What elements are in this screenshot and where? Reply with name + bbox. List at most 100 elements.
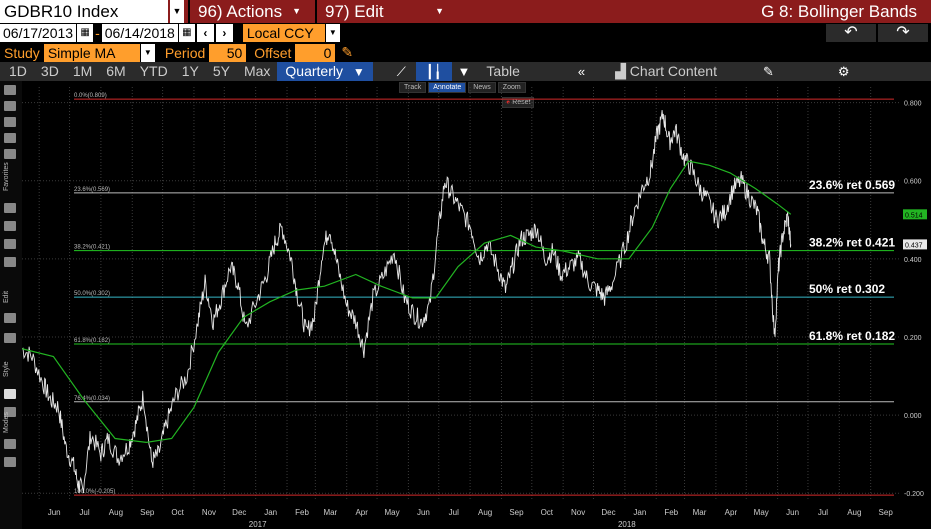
edit-tab[interactable]: Edit — [3, 290, 10, 303]
x-tick-label: Aug — [847, 508, 861, 517]
end-date-input[interactable]: 06/14/2018 — [101, 24, 178, 42]
start-date-input[interactable]: 06/17/2013 — [0, 24, 77, 42]
horizontal-line-icon[interactable] — [4, 221, 16, 231]
delete-icon[interactable] — [4, 333, 16, 343]
y-tick-label: 0.400 — [904, 257, 922, 264]
year-label: 2018 — [618, 520, 636, 529]
period-1d[interactable]: 1D — [9, 63, 27, 79]
annotate-button[interactable]: Annotate — [428, 82, 467, 93]
candle-icon[interactable]: ┃╽ — [415, 62, 452, 81]
x-tick-label: Oct — [541, 508, 554, 517]
fib-level-label: 23.6% ret 0.569 — [809, 178, 895, 192]
mode-icon[interactable] — [4, 439, 16, 449]
study-dropdown-icon[interactable]: ▼ — [140, 43, 155, 62]
x-tick-label: Jun — [786, 508, 799, 517]
chart-toolbar: 1D 3D 1M 6M YTD 1Y 5Y Max Quarterly ▼ ⟋ … — [0, 62, 931, 81]
title-bar: GDBR10 Index ▼ 96) Actions ▼ 97) Edit ▼ … — [0, 0, 931, 23]
study-select[interactable]: Simple MA — [43, 43, 140, 62]
edit-label: 97) Edit — [325, 2, 384, 21]
calendar-icon[interactable]: ▦ — [178, 24, 195, 42]
pencil-icon[interactable]: ✎ — [341, 44, 354, 60]
news-button[interactable]: News — [468, 82, 496, 93]
x-tick-label: Jan — [264, 508, 277, 517]
x-tick-label: Aug — [478, 508, 492, 517]
year-label: 2017 — [249, 520, 267, 529]
frequency-label: Quarterly — [285, 63, 343, 79]
channel-icon[interactable] — [4, 257, 16, 267]
period-5y[interactable]: 5Y — [212, 63, 230, 79]
x-tick-label: Feb — [664, 508, 678, 517]
x-tick-label: Sep — [879, 508, 894, 517]
x-tick-label: Jan — [633, 508, 646, 517]
zoom-icon[interactable] — [4, 117, 16, 127]
x-tick-label: Jun — [417, 508, 430, 517]
modes-tab[interactable]: Modes — [3, 411, 10, 433]
crosshair-icon[interactable] — [4, 101, 16, 111]
frequency-select[interactable]: Quarterly ▼ — [277, 62, 373, 81]
period-max[interactable]: Max — [243, 63, 271, 79]
study-label: Study — [4, 44, 40, 61]
period-1m[interactable]: 1M — [72, 63, 93, 79]
x-tick-label: Mar — [323, 508, 337, 517]
ticker-dropdown-icon[interactable]: ▼ — [170, 0, 184, 23]
fib-level-small-label: 61.8%(0.182) — [74, 338, 110, 344]
settings-icon[interactable] — [4, 457, 16, 467]
style-tab[interactable]: Style — [3, 361, 10, 377]
period-3d[interactable]: 3D — [40, 63, 59, 79]
actions-label: 96) Actions — [198, 2, 283, 21]
table-button[interactable]: Table — [486, 63, 520, 79]
price-chart[interactable]: Jun Jul Aug Sep Oct Nov Dec Jan Feb Mar Apr May Jun J… — [22, 81, 931, 529]
caret-down-icon: ▼ — [435, 6, 444, 16]
price-tag-label: 0.437 — [905, 242, 923, 249]
chart-content-button[interactable]: ▟ Chart Content — [605, 62, 727, 81]
trendline-icon[interactable] — [4, 203, 16, 213]
line-chart-icon[interactable]: ⟋ — [396, 64, 406, 79]
color-swatch-icon[interactable] — [4, 389, 16, 399]
undo-icon[interactable]: ↶ — [826, 24, 876, 42]
collapse-left-icon[interactable]: « — [577, 64, 586, 79]
currency-dropdown-icon[interactable]: ▼ — [325, 24, 340, 42]
grid-icon[interactable] — [4, 133, 16, 143]
fib-level-label: 50% ret 0.302 — [809, 282, 885, 296]
x-tick-label: Jun — [48, 508, 61, 517]
chart-mini-toolbar: Track Annotate News Zoom — [399, 82, 526, 93]
bars-icon[interactable] — [4, 149, 16, 159]
x-tick-label: Apr — [725, 508, 738, 517]
fib-level-label: 61.8% ret 0.182 — [809, 329, 895, 343]
currency-select[interactable]: Local CCY — [242, 24, 325, 42]
study-bar: Study Simple MA ▼ Period 50 Offset 0 ✎ — [0, 43, 931, 62]
fib-level-small-label: 0.0%(0.809) — [74, 93, 107, 99]
x-tick-label: Sep — [509, 508, 524, 517]
edit-menu[interactable]: 97) Edit ▼ — [317, 0, 452, 23]
prev-arrow-icon[interactable]: ‹ — [196, 24, 214, 42]
fibonacci-icon[interactable] — [4, 239, 16, 249]
price-tag — [903, 239, 927, 250]
gear-icon[interactable]: ⚙ — [837, 64, 850, 79]
date-range-bar: 06/17/2013 ▦ - 06/14/2018 ▦ ‹ › Local CC… — [0, 23, 931, 43]
next-arrow-icon[interactable]: › — [215, 24, 233, 42]
zoom-button[interactable]: Zoom — [497, 82, 526, 93]
offset-input[interactable]: 0 — [295, 43, 336, 62]
period-label: Period — [164, 44, 206, 61]
offset-label: Offset — [254, 44, 292, 61]
favorites-tab[interactable]: Favorites — [3, 162, 10, 191]
ticker-field[interactable]: GDBR10 Index — [0, 0, 168, 23]
redo-icon[interactable]: ↷ — [878, 24, 928, 42]
x-tick-label: Dec — [601, 508, 615, 517]
line-style-icon[interactable] — [4, 407, 16, 417]
x-tick-label: May — [384, 508, 399, 517]
x-tick-label: Sep — [140, 508, 155, 517]
x-tick-label: Oct — [171, 508, 184, 517]
calendar-icon[interactable]: ▦ — [77, 24, 94, 42]
period-6m[interactable]: 6M — [106, 63, 126, 79]
moving-average-line — [22, 160, 792, 444]
actions-menu[interactable]: 96) Actions ▼ — [190, 0, 315, 23]
period-1y[interactable]: 1Y — [181, 63, 199, 79]
period-input[interactable]: 50 — [209, 43, 247, 62]
pointer-icon[interactable] — [4, 85, 16, 95]
copy-icon[interactable] — [4, 313, 16, 323]
track-button[interactable]: Track — [399, 82, 427, 93]
period-ytd[interactable]: YTD — [139, 63, 168, 79]
edit-chart-icon[interactable]: ✎ — [762, 64, 774, 79]
caret-down-icon[interactable]: ▼ — [457, 64, 471, 79]
